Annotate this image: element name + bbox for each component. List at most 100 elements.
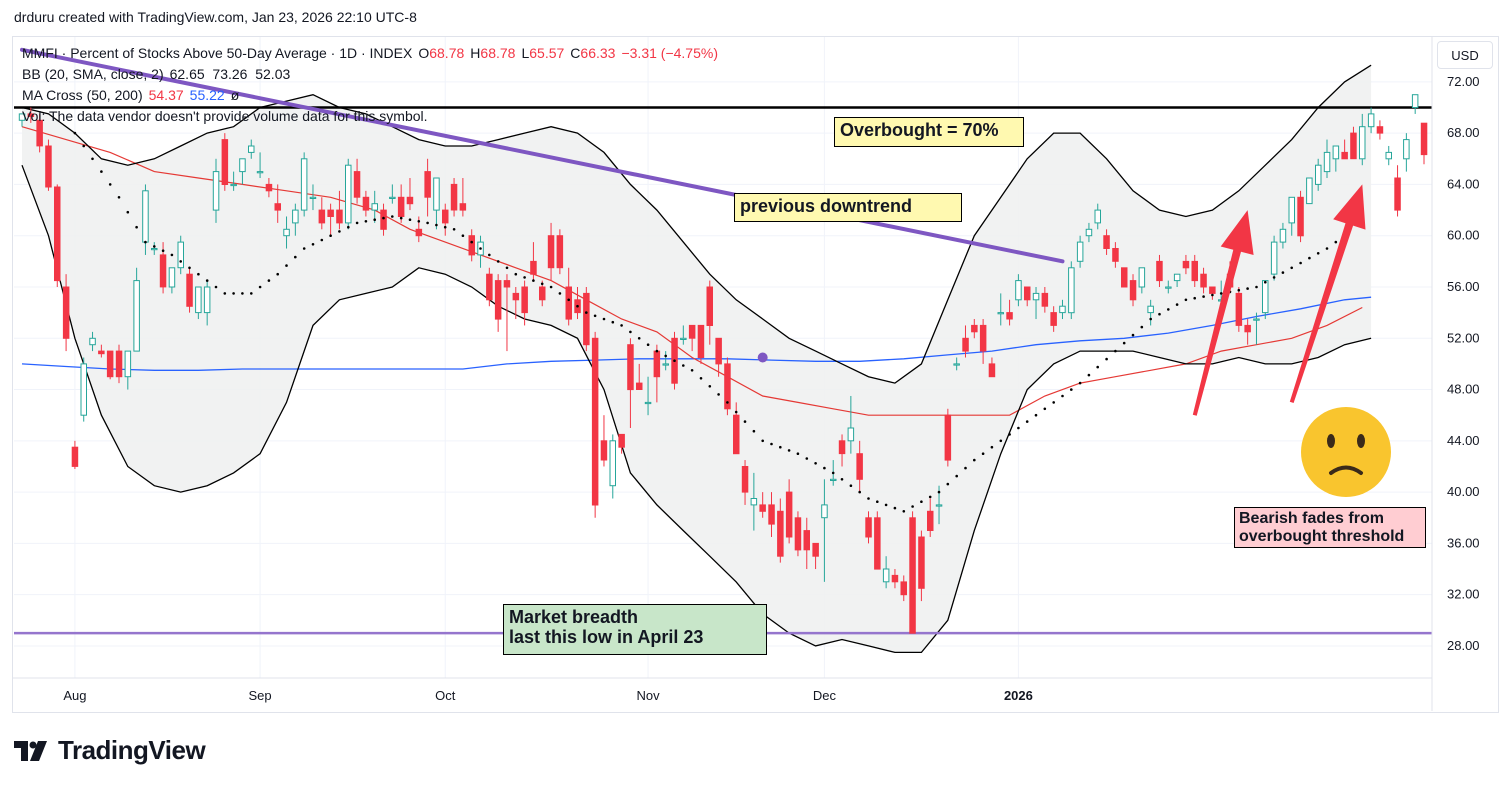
bollinger-basis-dot xyxy=(805,457,809,460)
tradingview-logo[interactable]: TradingView xyxy=(14,735,206,766)
bollinger-basis-dot xyxy=(761,439,764,443)
legend-high-label: H xyxy=(470,45,481,61)
bollinger-basis-dot xyxy=(593,314,597,318)
legend-ma-line: MA Cross (50, 200) 54.37 55.22 ø xyxy=(22,87,245,103)
candle-body xyxy=(151,248,158,251)
bollinger-basis-dot xyxy=(82,144,85,148)
candle-body xyxy=(45,145,52,188)
chart-frame[interactable] xyxy=(12,36,1499,713)
bollinger-basis-dot xyxy=(576,304,579,308)
bollinger-basis-dot xyxy=(682,364,685,367)
bollinger-basis-dot xyxy=(840,478,844,481)
candle-body xyxy=(1411,94,1419,108)
candle-body xyxy=(556,235,564,269)
candle-body xyxy=(71,446,79,467)
candle-body xyxy=(706,286,713,326)
bollinger-basis-dot xyxy=(153,245,156,248)
candle-body xyxy=(1200,273,1207,288)
y-tick-label: 64.00 xyxy=(1447,176,1480,191)
candle-body xyxy=(62,286,70,339)
sad-face-icon xyxy=(1301,407,1391,497)
legend-change-value: −3.31 (−4.75%) xyxy=(621,45,718,61)
candle-body xyxy=(1032,292,1040,301)
candle-body xyxy=(212,171,220,211)
candle-body xyxy=(953,363,960,366)
x-tick-label: Aug xyxy=(63,688,86,703)
candle-body xyxy=(1156,260,1163,282)
candle-body xyxy=(1209,286,1216,294)
bollinger-basis-dot xyxy=(973,458,976,462)
bollinger-basis-dot xyxy=(382,216,385,220)
candle-body xyxy=(697,324,705,358)
bollinger-basis-dot xyxy=(1316,252,1320,255)
candle-body xyxy=(583,292,590,346)
axes: 72.00 68.00 64.00 60.00 56.00 52.00 48.00 44.00… xyxy=(12,37,1480,711)
bollinger-basis-dot xyxy=(250,292,253,295)
candle-body xyxy=(256,171,264,174)
candle-body xyxy=(847,427,855,442)
candle-body xyxy=(1235,292,1243,326)
candle-body xyxy=(1359,126,1366,160)
annotation-market-breadth-line1: Market breadth xyxy=(509,607,639,627)
header-caption: drduru created with TradingView.com, Jan… xyxy=(14,9,417,25)
candle-body xyxy=(618,433,625,448)
legend-high-value: 68.78 xyxy=(480,45,516,61)
bollinger-basis-dot xyxy=(267,279,271,282)
legend-bb-line: BB (20, SMA, close, 2) 62.65 73.26 52.03 xyxy=(22,66,296,82)
candle-body xyxy=(459,203,467,211)
bollinger-basis-dot xyxy=(699,377,703,380)
candle-body xyxy=(468,235,475,256)
candle-body xyxy=(230,183,237,187)
candle-body xyxy=(750,498,758,506)
bollinger-basis-dot xyxy=(752,429,756,433)
bollinger-basis-dot xyxy=(435,223,438,227)
candle-body xyxy=(1332,145,1340,160)
bollinger-basis-dot xyxy=(373,218,377,221)
candle-body xyxy=(1376,126,1384,134)
bollinger-basis-dot xyxy=(549,285,553,289)
candle-body xyxy=(724,363,731,410)
sad-face-right-eye xyxy=(1357,434,1365,448)
candle-body xyxy=(591,337,599,506)
bollinger-basis-dot xyxy=(1308,256,1311,260)
bollinger-basis-dot xyxy=(311,243,315,246)
candle-body xyxy=(309,196,317,200)
candle-body xyxy=(768,504,775,525)
bollinger-basis-dot xyxy=(1281,271,1285,274)
candle-body xyxy=(803,530,810,551)
candle-body xyxy=(759,504,766,512)
candle-body xyxy=(36,119,43,147)
bollinger-basis-dot xyxy=(232,292,235,295)
bollinger-basis-dot xyxy=(179,260,182,263)
bollinger-basis-dot xyxy=(814,462,817,465)
candle-body xyxy=(142,190,149,243)
candles xyxy=(18,94,1428,634)
ma-200-line xyxy=(21,296,1372,371)
bollinger-basis-dot xyxy=(902,510,906,513)
currency-button[interactable]: USD xyxy=(1437,41,1493,69)
legend-close-label: C xyxy=(570,45,581,61)
candle-body xyxy=(794,517,802,551)
bollinger-basis-dot xyxy=(496,260,500,263)
candle-body xyxy=(177,241,184,269)
candle-body xyxy=(715,337,722,365)
sad-face-left-eye xyxy=(1327,434,1335,448)
annotation-bearish-line2: overbought threshold xyxy=(1239,528,1405,545)
y-tick-label: 32.00 xyxy=(1447,587,1480,602)
candle-body xyxy=(909,517,916,634)
legend-ma-slow: 55.22 xyxy=(189,87,225,103)
x-tick-label: Sep xyxy=(249,688,272,703)
candle-body xyxy=(186,273,193,307)
bollinger-basis-dot xyxy=(197,272,200,276)
bollinger-basis-dot xyxy=(1158,312,1161,316)
bollinger-basis-dot xyxy=(1017,426,1020,430)
candle-body xyxy=(1306,177,1313,205)
candle-body xyxy=(124,350,132,378)
tradingview-logo-icon xyxy=(14,740,47,761)
bollinger-basis-dot xyxy=(629,330,632,334)
bollinger-basis-dot xyxy=(920,500,923,504)
candle-body xyxy=(239,158,246,173)
bollinger-basis-dot xyxy=(770,442,773,446)
bollinger-basis-dot xyxy=(1246,287,1249,290)
